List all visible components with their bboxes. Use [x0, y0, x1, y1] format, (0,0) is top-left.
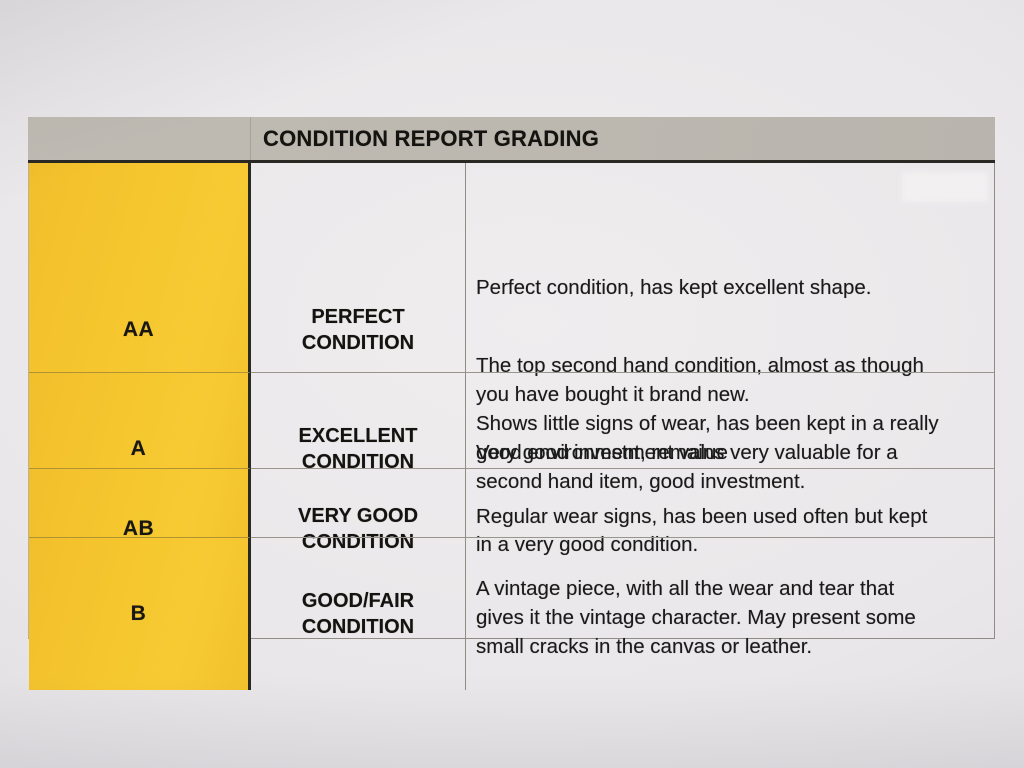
- grade-code: A: [130, 437, 147, 460]
- table-header-row: CONDITION REPORT GRADING: [28, 117, 995, 163]
- header-empty-cell: [28, 117, 251, 160]
- white-out-patch: [902, 172, 988, 202]
- description-paragraph: Shows little signs of wear, has been kep…: [476, 412, 939, 493]
- description-cell: A vintage piece, with all the wear and t…: [466, 537, 994, 690]
- description-paragraph: A vintage piece, with all the wear and t…: [476, 577, 916, 658]
- description-cell: Regular wear signs, has been used often …: [466, 468, 994, 588]
- condition-label-cell: EXCELLENT CONDITION: [251, 372, 466, 525]
- condition-label-cell: PERFECT CONDITION: [251, 163, 466, 496]
- table-row: AA PERFECT CONDITION Perfect condition, …: [29, 163, 994, 496]
- description-paragraph: Perfect condition, has kept excellent sh…: [476, 276, 872, 299]
- table-row: B GOOD/FAIR CONDITION A vintage piece, w…: [29, 537, 994, 690]
- condition-label-cell: VERY GOOD CONDITION: [251, 468, 466, 588]
- table-row: AB VERY GOOD CONDITION Regular wear sign…: [29, 468, 994, 588]
- description-paragraph: The top second hand condition, almost as…: [476, 354, 924, 406]
- description-cell: Shows little signs of wear, has been kep…: [466, 372, 994, 525]
- grade-code: AB: [122, 516, 155, 540]
- table-title: CONDITION REPORT GRADING: [263, 125, 600, 151]
- grade-code: AA: [122, 317, 155, 341]
- description-paragraph: Very good investment value: [476, 441, 728, 464]
- grade-code-cell: B: [29, 537, 251, 690]
- table-row: A EXCELLENT CONDITION Shows little signs…: [29, 372, 994, 525]
- grade-code: B: [130, 602, 147, 625]
- condition-label-cell: GOOD/FAIR CONDITION: [251, 537, 466, 690]
- description-paragraph: Regular wear signs, has been used often …: [476, 505, 928, 556]
- table-body: AA PERFECT CONDITION Perfect condition, …: [28, 163, 995, 690]
- condition-grading-table: CONDITION REPORT GRADING AA PERFECT COND…: [28, 117, 995, 690]
- description-cell: Perfect condition, has kept excellent sh…: [466, 163, 994, 496]
